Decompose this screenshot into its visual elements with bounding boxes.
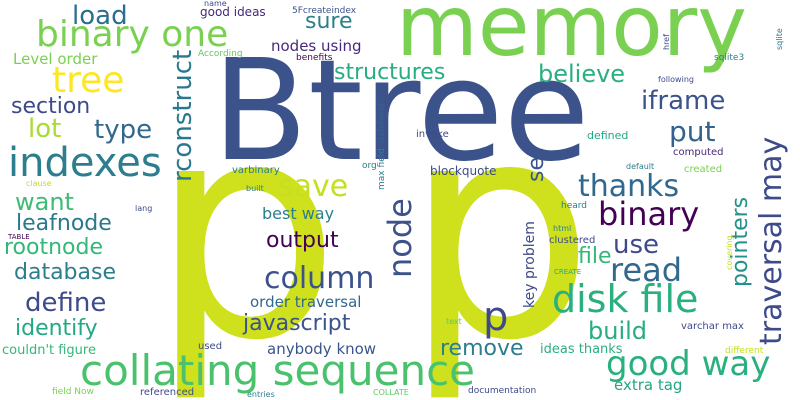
cloud-word-lot: lot [28,114,62,144]
cloud-word-sure: sure [305,9,353,34]
cloud-word-name: name [204,0,227,8]
cloud-word-output: output [266,228,339,253]
cloud-word-identify: identify [15,316,98,341]
cloud-word-ideas-thanks: ideas thanks [540,342,623,357]
cloud-word-varchar-max: varchar max [681,321,744,332]
cloud-word-according: According [198,49,243,59]
cloud-word-couldnt-figure: couldn't figure [2,343,96,358]
cloud-word-documentation: documentation [468,386,537,396]
cloud-word-key-problem: key problem [522,221,538,308]
cloud-word-varbinary: varbinary [232,165,280,176]
cloud-word-best-way: best way [262,204,335,223]
cloud-word-load: load [72,1,128,31]
cloud-word-lang: lang [135,204,153,213]
cloud-word-org: org [362,161,377,171]
cloud-word-indexes: indexes [8,140,162,186]
cloud-word-sqlite3: sqlite3 [714,53,745,63]
cloud-word-tree: tree [52,60,125,101]
cloud-word-rootnode: rootnode [4,235,104,260]
cloud-word-iframe: iframe [641,86,726,116]
cloud-word-max-field: max field [377,148,387,190]
cloud-word-javascript: javascript [243,311,351,336]
cloud-word-table: TABLE [8,233,30,241]
cloud-word-save: save [278,169,349,204]
cloud-word-p-small: p [483,294,509,340]
cloud-word-memory: memory [396,0,747,75]
cloud-word-5fcreateindex: 5Fcreateindex [292,6,357,16]
cloud-word-traversal-may: traversal may [754,136,789,345]
cloud-word-created: created [684,164,723,175]
cloud-word-disk-file: disk file [552,277,699,321]
cloud-word-thanks: thanks [578,169,680,204]
cloud-word-benefits: benefits [296,53,333,63]
cloud-word-section: section [11,94,91,119]
cloud-word-default: default [626,162,655,171]
cloud-word-text: text [446,317,462,326]
cloud-word-good-way: good way [606,344,771,384]
cloud-word-create: CREATE [554,268,582,276]
cloud-word-statement: statement [377,102,386,144]
cloud-word-following: following [658,75,694,84]
cloud-word-different: different [725,346,764,356]
cloud-word-file: file [578,244,612,269]
cloud-word-set: set [524,148,549,182]
cloud-word-btree: Btree [212,30,590,193]
cloud-word-type: type [94,115,153,145]
cloud-word-column: column [264,261,375,296]
cloud-word-covering: covering [725,235,734,270]
cloud-word-remove: remove [440,336,524,361]
cloud-word-blockquote: blockquote [430,164,497,178]
cloud-word-node: node [381,198,419,278]
cloud-word-href: href [662,34,671,50]
cloud-word-defined: defined [587,129,629,142]
cloud-word-p-large-left: p [150,57,341,400]
cloud-word-order-traversal: order traversal [250,293,362,311]
cloud-word-sqlite: sqlite [775,28,784,50]
cloud-word-use: use [613,230,660,260]
cloud-word-binary: binary [598,195,700,233]
cloud-word-nodes-using: nodes using [271,37,362,55]
cloud-word-build: build [588,317,648,345]
cloud-word-binary-one: binary one [36,14,229,55]
cloud-word-define: define [25,288,107,318]
cloud-word-leafnode: leafnode [16,211,112,236]
cloud-word-field-now: field Now [52,387,94,397]
cloud-word-level-order: Level order [13,50,98,68]
cloud-word-referenced: referenced [140,387,195,398]
cloud-word-collate: COLLATE [373,388,409,397]
cloud-word-html: html [553,224,572,233]
cloud-word-structures: structures [334,60,446,85]
cloud-word-want: want [15,188,74,216]
cloud-word-read: read [610,251,683,289]
cloud-word-extra-tag: extra tag [614,376,683,394]
cloud-word-clause: clause [26,179,52,188]
cloud-word-collating-sequence: collating sequence [80,346,476,395]
cloud-word-anybody-know: anybody know [267,340,377,358]
cloud-word-believe: believe [538,60,626,88]
cloud-word-computed: computed [673,147,724,158]
cloud-word-heard: heard [561,201,588,211]
cloud-word-good-ideas: good ideas [200,5,266,19]
cloud-word-built: built [246,184,264,193]
cloud-word-used: used [198,341,223,352]
cloud-word-rconstruct: rconstruct [168,49,198,182]
cloud-word-put: put [669,115,716,148]
cloud-word-invoke: invoke [416,129,449,140]
cloud-word-database: database [14,260,116,285]
cloud-word-entries: entries [247,390,275,399]
cloud-word-clustered: clustered [549,235,596,246]
cloud-word-p-large-right: p [404,57,595,400]
